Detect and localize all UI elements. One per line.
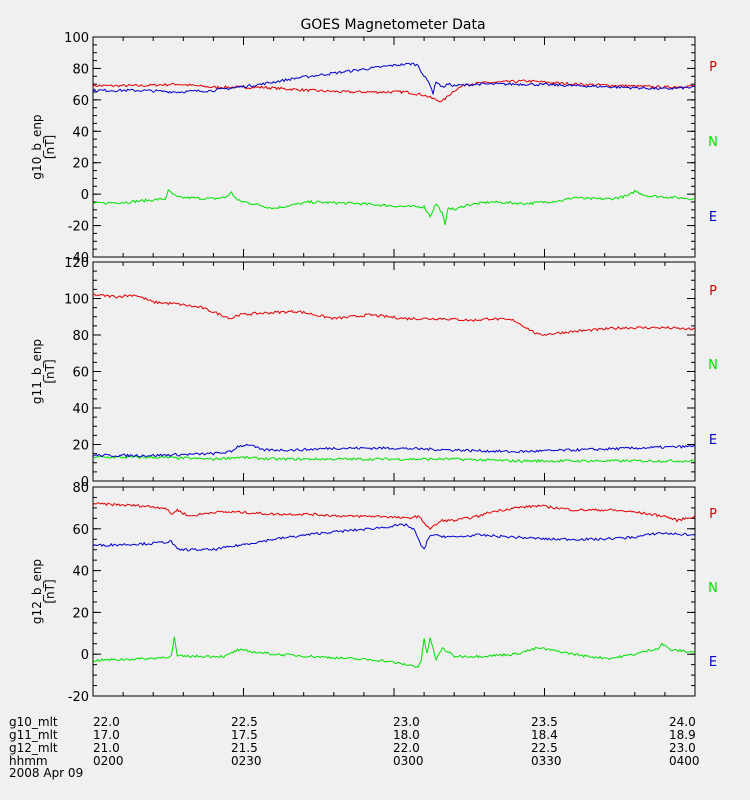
y-tick-label: 80 [72,329,89,344]
y-tick-label: 40 [72,125,89,140]
date-label: 2008 Apr 09 [9,766,84,780]
y-axis-label: g10_b_enp [30,114,44,179]
series-line-n [92,455,696,464]
tick-label: 21.0 [93,741,120,755]
series-line-p [92,79,696,103]
tick-label: 22.0 [393,741,420,755]
tick-label: 18.0 [393,728,420,742]
tick-label: 0300 [393,754,424,768]
series-line-e [92,523,696,552]
y-tick-label: 100 [64,31,89,46]
tick-label: 23.5 [531,715,558,729]
panel-frame [92,36,696,258]
footer-label-g11-mlt: g11_mlt [9,728,58,742]
footer-row-date: 2008 Apr 09 [0,767,750,779]
y-tick-label: 60 [72,523,89,538]
y-tick-label: 60 [72,366,89,381]
series-line-n [92,189,695,226]
series-line-n [92,636,696,668]
y-axis-unit: [nT] [43,359,57,383]
goes-magnetometer-chart: GOES Magnetometer Data -40 -20 0 20 40 60 80 10… [30,17,718,705]
y-tick-label: 40 [72,402,89,417]
tick-label: 0230 [231,754,262,768]
tick-label: 22.5 [231,715,258,729]
panel-frame [92,261,696,482]
y-tick-label: 20 [72,157,89,172]
series-line-p [92,293,696,336]
tick-label: 17.5 [231,728,258,742]
y-tick-label: 120 [64,256,89,271]
y-tick-label: 100 [64,293,89,308]
y-tick-label: 40 [72,565,89,580]
y-axis-label: g12_b_enp [30,559,44,624]
footer-row-hhmm: hhmm 0200 0230 0300 0330 0400 [0,755,750,767]
tick-label: 18.9 [669,728,696,742]
footer-label-hhmm: hhmm [9,754,48,768]
y-tick-label: 0 [81,475,89,490]
series-line-p [92,502,696,531]
y-tick-label: 60 [72,94,89,109]
legend-label-n: N [708,135,718,150]
legend-label-e: E [709,210,717,225]
legend-label-e: E [709,655,717,670]
legend-label-n: N [708,358,718,373]
chart-title: GOES Magnetometer Data [300,17,485,33]
y-axis-unit: [nT] [43,135,57,159]
tick-label: 0200 [93,754,124,768]
tick-label: 22.0 [93,715,120,729]
footer-label-g12-mlt: g12_mlt [9,741,58,755]
footer-label-g10-mlt: g10_mlt [9,715,58,729]
y-tick-label: 80 [72,481,89,496]
legend-label-e: E [709,433,717,448]
footer-row-g10-mlt: g10_mlt 22.0 22.5 23.0 23.5 24.0 [0,716,750,728]
legend-label-p: P [709,284,717,299]
series-line-e [92,62,696,95]
footer-row-g11-mlt: g11_mlt 17.0 17.5 18.0 18.4 18.9 [0,729,750,741]
y-tick-label: -20 [68,220,89,235]
y-tick-label: -20 [68,690,89,705]
tick-label: 0330 [531,754,562,768]
tick-label: 18.4 [531,728,558,742]
panel-frame [92,486,696,697]
tick-label: 22.5 [531,741,558,755]
tick-label: 24.0 [669,715,696,729]
y-axis-unit: [nT] [43,579,57,603]
tick-label: 17.0 [93,728,120,742]
y-tick-label: 0 [81,188,89,203]
y-tick-label: 20 [72,439,89,454]
legend-label-p: P [709,507,717,522]
y-tick-label: -40 [68,251,89,266]
legend-label-n: N [708,581,718,596]
legend-label-p: P [709,60,717,75]
y-tick-label: 0 [81,648,89,663]
footer-row-g12-mlt: g12_mlt 21.0 21.5 22.0 22.5 23.0 [0,742,750,754]
tick-label: 23.0 [393,715,420,729]
series-line-e [92,443,696,458]
tick-label: 23.0 [669,741,696,755]
y-tick-label: 80 [72,62,89,77]
y-tick-label: 20 [72,606,89,621]
y-axis-label: g11_b_enp [30,339,44,404]
time-axis-footer: g10_mlt 22.0 22.5 23.0 23.5 24.0 g11_mlt… [0,716,750,800]
tick-label: 21.5 [231,741,258,755]
tick-label: 0400 [669,754,700,768]
